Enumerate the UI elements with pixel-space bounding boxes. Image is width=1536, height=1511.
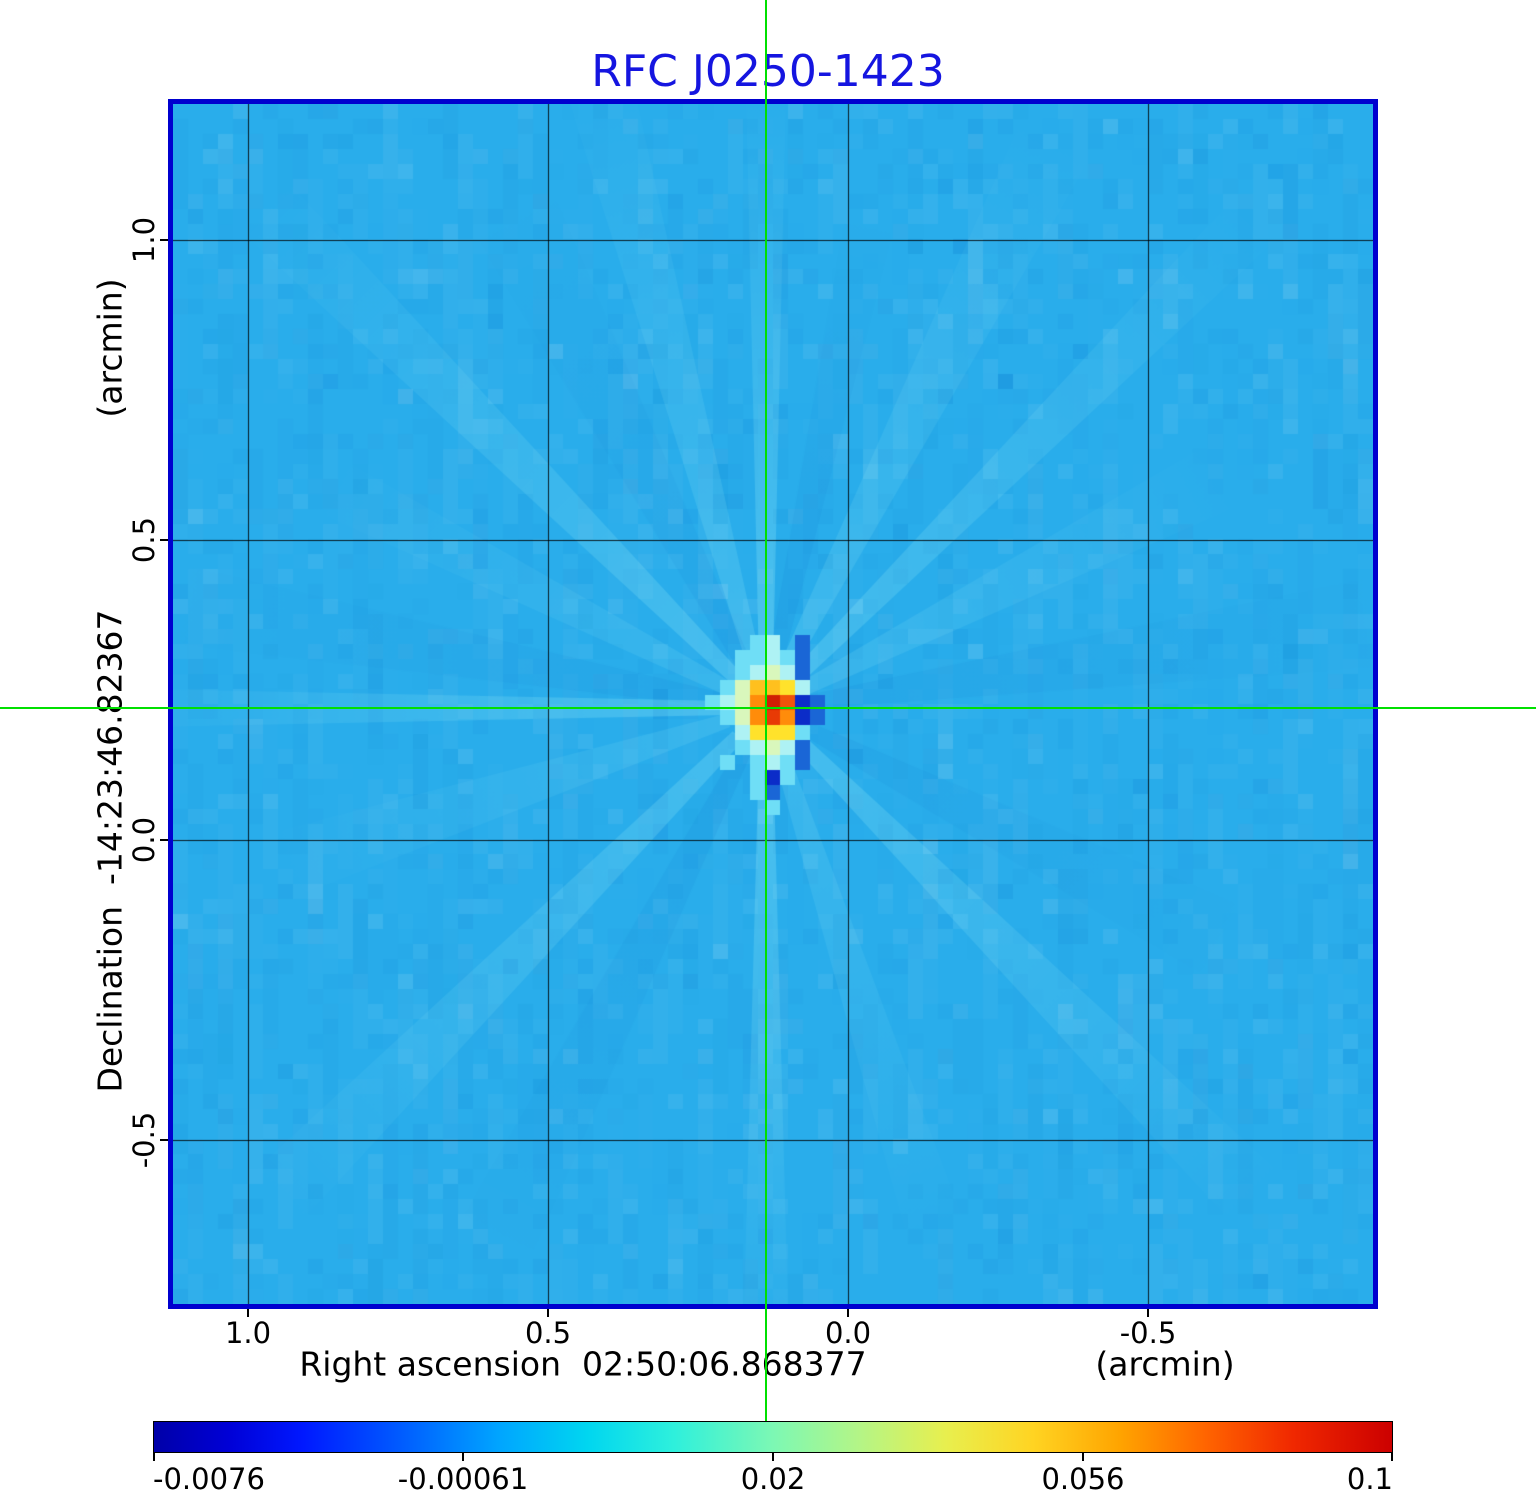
- sky-map-canvas: [173, 104, 1373, 1304]
- crosshair-vertical-line: [765, 0, 767, 1421]
- y-axis-unit-label: (arcmin): [90, 278, 130, 418]
- y-axis-label: Declination -14:23:46.82367: [90, 609, 130, 1093]
- y-axis-tick: [160, 839, 168, 841]
- colorbar-tick: [1391, 1453, 1393, 1461]
- y-tick-label: 0.5: [127, 516, 161, 564]
- colorbar-tick: [1082, 1453, 1084, 1461]
- colorbar-tick-label: 0.02: [740, 1462, 806, 1496]
- sky-map-plot: [168, 99, 1378, 1309]
- x-axis-tick: [847, 1309, 849, 1317]
- colorbar: [153, 1421, 1393, 1453]
- x-tick-label: 0.5: [524, 1316, 572, 1350]
- colorbar-tick-label: -0.00061: [397, 1462, 529, 1496]
- y-axis-tick: [160, 1139, 168, 1141]
- y-tick-label: 1.0: [127, 216, 161, 264]
- y-tick-label: 0.0: [127, 816, 161, 864]
- y-axis-tick: [160, 239, 168, 241]
- plot-title: RFC J0250-1423: [591, 46, 945, 97]
- x-axis-tick: [1147, 1309, 1149, 1317]
- x-tick-label: -0.5: [1119, 1316, 1177, 1350]
- colorbar-tick: [153, 1453, 155, 1461]
- x-axis-unit-label: (arcmin): [1095, 1344, 1235, 1384]
- x-axis-label: Right ascension 02:50:06.868377: [299, 1344, 867, 1384]
- colorbar-tick: [462, 1453, 464, 1461]
- colorbar-tick-label: 0.056: [1041, 1462, 1125, 1496]
- y-tick-label: -0.5: [127, 1111, 161, 1169]
- x-tick-label: 1.0: [224, 1316, 272, 1350]
- x-axis-tick: [547, 1309, 549, 1317]
- crosshair-horizontal-line: [0, 707, 1536, 709]
- y-axis-tick: [160, 539, 168, 541]
- colorbar-tick-label: -0.0076: [153, 1462, 265, 1496]
- x-axis-tick: [247, 1309, 249, 1317]
- colorbar-tick-label: 0.1: [1346, 1462, 1393, 1496]
- colorbar-tick: [772, 1453, 774, 1461]
- x-tick-label: 0.0: [824, 1316, 872, 1350]
